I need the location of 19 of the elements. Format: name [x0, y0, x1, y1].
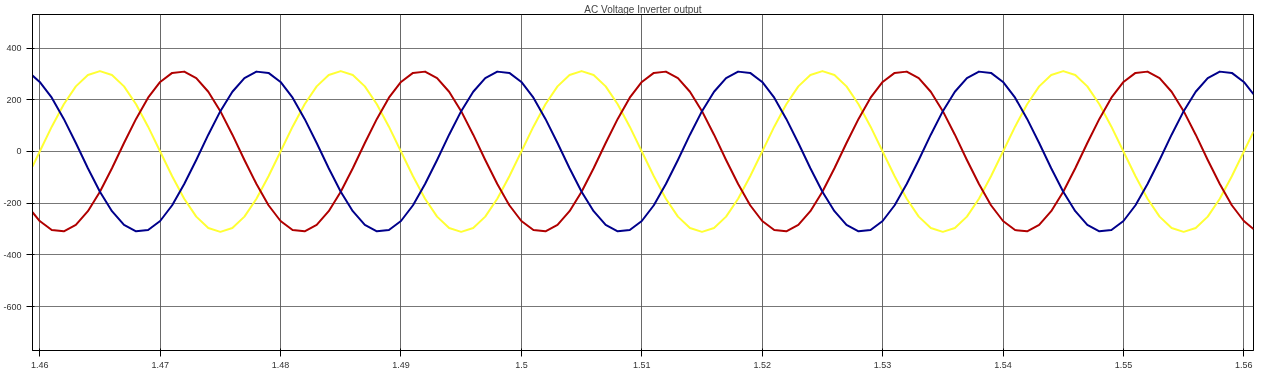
y-tick-label: -400 — [3, 249, 22, 260]
y-tick-label: 400 — [6, 43, 22, 54]
x-tick-label: 1.48 — [271, 359, 290, 370]
x-tick-label: 1.47 — [151, 359, 169, 370]
x-tick-label: 1.49 — [392, 359, 410, 370]
line-series — [32, 70, 1254, 233]
x-tick-label: 1.5 — [515, 359, 528, 370]
chart-title: AC Voltage Inverter output — [584, 3, 702, 15]
x-tick-label: 1.52 — [753, 359, 771, 370]
x-tick-label: 1.56 — [1235, 359, 1253, 370]
x-tick-label: 1.51 — [633, 359, 651, 370]
y-tick-label: -200 — [3, 198, 22, 209]
x-tick-label: 1.46 — [30, 359, 49, 370]
x-tick-label: 1.53 — [873, 359, 892, 370]
y-tick-label: 200 — [6, 94, 22, 105]
y-tick-label: -600 — [3, 301, 22, 312]
y-tick-label: 0 — [16, 146, 22, 157]
x-tick-label: 1.55 — [1114, 359, 1133, 370]
x-tick-label: 1.54 — [994, 359, 1012, 370]
